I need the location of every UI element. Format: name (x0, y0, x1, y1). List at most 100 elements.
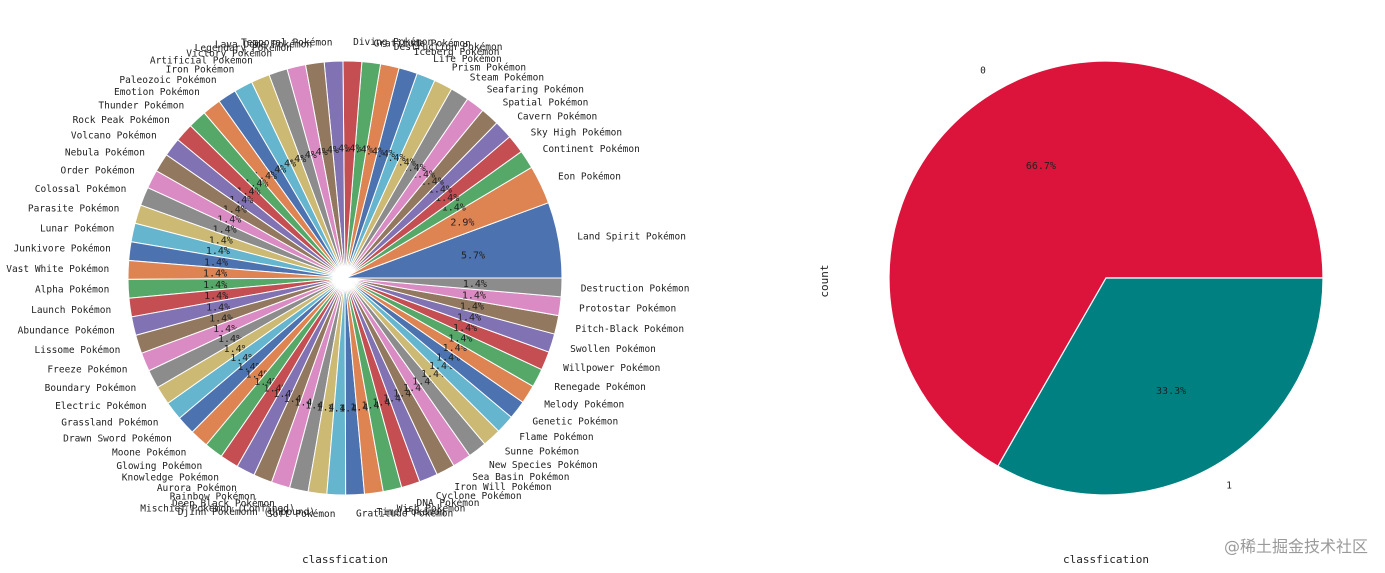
slice-percent-renegade-pok-mon: 1.4% (448, 333, 472, 344)
slice-percent-swollen-pok-mon: 1.4% (457, 313, 481, 324)
slice-percent-soft-pok-mon: 1.4% (328, 403, 352, 414)
slice-percent-gratitude-pok-mon: 1.4% (339, 403, 363, 414)
slice-label-sky-high-pok-mon: Sky High Pokémon (531, 127, 623, 138)
slice-label-1: 1 (1226, 481, 1232, 492)
slice-percent-life-pok-mon: 1.4% (381, 153, 405, 164)
slice-label-temporal-pok-mon: Temporal Pokémon (241, 37, 333, 48)
slice-label-rainbow-pok-mon: Rainbow Pokémon (170, 491, 256, 502)
slice-label-volcano-pok-mon: Volcano Pokémon (71, 131, 157, 142)
slice-percent-mischief-pok-mon-confined: 1.4% (305, 401, 329, 412)
slice-percent-prism-pok-mon: 1.4% (392, 158, 416, 169)
slice-percent-spatial-pok-mon: 1.4% (420, 177, 444, 188)
slice-percent-thunder-pok-mon: 1.4% (244, 178, 268, 189)
slice-label-vast-white-pok-mon: Vast White Pokémon (6, 264, 109, 275)
slice-label-launch-pok-mon: Launch Pokémon (31, 305, 111, 316)
slice-label-victory-pok-mon: Victory Pokémon (186, 49, 272, 60)
x-axis-label-right: classfication (1063, 553, 1149, 566)
pie-slice-1 (997, 277, 1324, 496)
slice-percent-volcano-pok-mon: 1.4% (229, 195, 253, 206)
slice-percent-genetic-pok-mon: 1.4% (436, 353, 460, 364)
slice-percent-freeze-pok-mon: 1.4% (213, 324, 237, 335)
slice-label-knowledge-pok-mon: Knowledge Pokémon (122, 473, 219, 484)
slice-percent-abundance-pok-mon: 1.4% (206, 302, 230, 313)
slice-label-spatial-pok-mon: Spatial Pokémon (503, 97, 589, 108)
slice-label-rock-peak-pok-mon: Rock Peak Pokémon (73, 115, 170, 126)
slice-label-destruction-pok-mon: Destruction Pokémon (581, 283, 690, 294)
slice-label-djinn-pok-monn-unbound: Djinn Pokémonn (Unbound) (178, 507, 315, 518)
slice-percent-iron-pok-mon: 1.4% (272, 159, 296, 170)
slice-label-sea-basin-pok-mon: Sea Basin Pokémon (472, 472, 569, 483)
slice-percent-rainbow-pok-mon: 1.4% (284, 394, 308, 405)
slice-label-junkivore-pok-mon: Junkivore Pokémon (14, 244, 111, 255)
pie-slice-destruction-pok-mon (344, 277, 563, 298)
slice-label-destruction-pok-mon: Destruction Pokémon (394, 42, 503, 53)
slice-label-seafaring-pok-mon: Seafaring Pokémon (487, 84, 584, 95)
slice-label-continent-pok-mon: Continent Pokémon (543, 144, 640, 155)
slice-label-glowing-pok-mon: Glowing Pokémon (116, 461, 202, 472)
slice-label-dna-pok-mon: DNA Pokémon (417, 498, 480, 509)
slice-percent-alpha-pok-mon: 1.4% (203, 280, 227, 291)
slice-label-wish-pok-mon: Wish Pokémon (397, 503, 466, 514)
slice-percent-diving-pok-mon: 1.4% (337, 144, 361, 155)
slice-percent-eon-pok-mon: 2.9% (450, 218, 474, 229)
slice-label-eon-pok-mon: Eon Pokémon (558, 172, 621, 183)
slice-label-order-pok-mon: Order Pokémon (61, 166, 135, 177)
slice-percent-sea-basin-pok-mon: 1.4% (403, 383, 427, 394)
pie-chart-classification: Land Spirit Pokémon 5.7% Eon Pokémon 2.9% Co… (6, 37, 689, 520)
slice-percent-paleozoic-pok-mon: 1.4% (262, 164, 286, 175)
slice-label-legendary-pok-mon: Legendary Pokémon (195, 43, 292, 54)
watermark: @稀土掘金技术社区 (1224, 537, 1368, 556)
slice-percent-emotion-pok-mon: 1.4% (253, 171, 277, 182)
slice-percent-lunar-pok-mon: 1.4% (206, 246, 230, 257)
slice-percent-gratitude-pok-mon: 1.4% (349, 145, 373, 156)
slice-label-artificial-pok-mon: Artificial Pokémon (150, 56, 253, 67)
x-axis-label-left: classfication (302, 553, 388, 566)
slice-percent-artificial-pok-mon: 1.4% (282, 154, 306, 165)
slice-label-colossal-pok-mon: Colossal Pokémon (35, 184, 127, 195)
slice-label-cavern-pok-mon: Cavern Pokémon (517, 112, 597, 123)
slice-percent-electric-pok-mon: 1.4% (224, 344, 248, 355)
slice-percent-junkivore-pok-mon: 1.4% (204, 257, 228, 268)
slice-label-emotion-pok-mon: Emotion Pokémon (114, 87, 200, 98)
slice-percent-willpower-pok-mon: 1.4% (453, 323, 477, 334)
slice-label-sunne-pok-mon: Sunne Pokémon (505, 447, 579, 458)
slice-label-electric-pok-mon: Electric Pokémon (55, 401, 147, 412)
slice-percent-1: 33.3% (1156, 386, 1186, 397)
slice-label-iron-pok-mon: Iron Pokémon (166, 65, 235, 76)
slice-label-deep-black-pok-mon: Deep Black Pokémon (172, 498, 275, 509)
slice-percent-steam-pok-mon: 1.4% (402, 163, 426, 174)
slice-percent-parasite-pok-mon: 1.4% (209, 235, 233, 246)
slice-percent-destruction-pok-mon: 1.4% (360, 146, 384, 157)
slice-label-prism-pok-mon: Prism Pokémon (452, 63, 526, 74)
slice-label-land-spirit-pok-mon: Land Spirit Pokémon (577, 231, 686, 242)
slice-percent-flame-pok-mon: 1.4% (429, 361, 453, 372)
pie-chart-binary: 0 66.7% 1 33.3% (888, 60, 1324, 496)
slice-percent-land-spirit-pok-mon: 5.7% (461, 251, 485, 262)
slice-label-protostar-pok-mon: Protostar Pokémon (579, 304, 676, 315)
slice-label-pitch-black-pok-mon: Pitch-Black Pokémon (575, 324, 684, 335)
slice-label-time-pok-mon: Time Pokémon (377, 507, 446, 518)
slice-label-gratitude-pok-mon: Gratitude Pokémon (356, 509, 453, 520)
slice-percent-wish-pok-mon: 1.4% (361, 400, 385, 411)
slice-label-abundance-pok-mon: Abundance Pokémon (18, 325, 115, 336)
slice-label-paleozoic-pok-mon: Paleozoic Pokémon (119, 75, 216, 86)
slice-label-genetic-pok-mon: Genetic Pokémon (532, 416, 618, 427)
slice-label-renegade-pok-mon: Renegade Pokémon (554, 382, 646, 393)
slice-percent-aurora-pok-mon: 1.4% (273, 389, 297, 400)
slice-label-iceberg-pok-mon: Iceberg Pokémon (414, 47, 500, 58)
slice-label-soft-pok-mon: Soft Pokémon (267, 509, 336, 520)
slice-percent-iceberg-pok-mon: 1.4% (371, 149, 395, 160)
slice-percent-legendary-pok-mon: 1.4% (304, 147, 328, 158)
slice-percent-grassland-pok-mon: 1.4% (230, 353, 254, 364)
slice-label-lissome-pok-mon: Lissome Pokémon (35, 345, 121, 356)
slice-label-swollen-pok-mon: Swollen Pokémon (570, 344, 656, 355)
slice-label-iron-will-pok-mon: Iron Will Pokémon (454, 482, 551, 493)
slice-percent-dna-pok-mon: 1.4% (372, 397, 396, 408)
slice-label-steam-pok-mon: Steam Pokémon (470, 73, 544, 84)
slice-percent-sunne-pok-mon: 1.4% (421, 369, 445, 380)
slice-percent-0: 66.7% (1026, 161, 1056, 172)
slice-percent-protostar-pok-mon: 1.4% (462, 290, 486, 301)
slice-label-lava-dome-pok-mon: Lava Dome Pokémon (215, 39, 312, 50)
slice-percent-lava-dome-pok-mon: 1.4% (315, 145, 339, 156)
